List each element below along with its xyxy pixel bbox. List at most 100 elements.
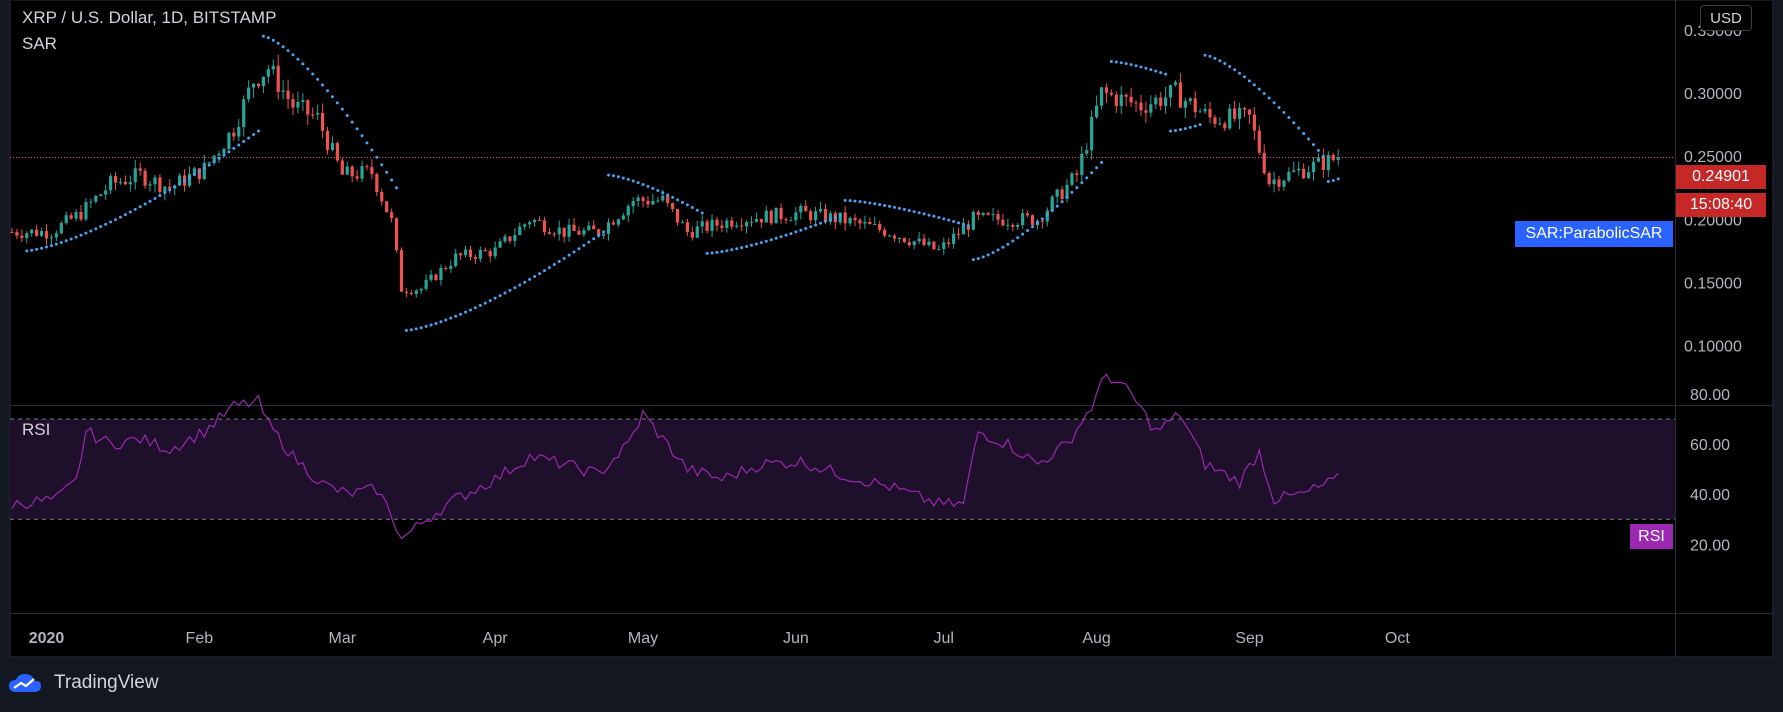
candle-body [79, 211, 83, 220]
candle-body [597, 229, 601, 236]
sar-dot [680, 200, 684, 204]
sar-dot [991, 251, 995, 255]
tradingview-logo[interactable]: TradingView [8, 672, 159, 694]
candle-body [823, 208, 828, 222]
sar-dot [187, 176, 191, 180]
sar-dot [774, 236, 778, 240]
candle-body [1267, 172, 1271, 185]
candle-body [473, 256, 478, 259]
candle-body [695, 226, 699, 238]
sar-dot [419, 326, 423, 330]
sar-dot [281, 45, 285, 49]
sar-dot [89, 229, 93, 233]
candle-body [804, 206, 808, 212]
candle-body [25, 233, 29, 238]
candle-body [774, 207, 778, 224]
candle-body [306, 100, 310, 115]
sar-dot [518, 283, 522, 287]
candle-body [1203, 109, 1207, 112]
sar-dot [897, 206, 901, 210]
candle-body [680, 222, 685, 224]
candle-body [468, 249, 473, 257]
candle-body [463, 249, 468, 256]
sar-dot [656, 189, 660, 193]
candle-body [547, 232, 551, 234]
sar-dot [1055, 204, 1059, 208]
symbol-title[interactable]: XRP / U.S. Dollar, 1D, BITSTAMP [22, 8, 277, 27]
candle-body [335, 143, 339, 161]
sar-dot [1080, 181, 1084, 185]
candle-body [138, 168, 142, 171]
candle-body [59, 223, 63, 234]
sar-dot [740, 246, 744, 250]
candle-body [227, 132, 231, 150]
sar-dot [143, 202, 147, 206]
sar-dot [1026, 229, 1030, 233]
sar-dot [557, 259, 561, 263]
sar-dot [587, 240, 591, 244]
sar-dot [153, 197, 157, 201]
sar-dot [197, 170, 201, 174]
candle-body [1149, 104, 1153, 113]
sar-dot [173, 185, 177, 189]
candle-body [217, 153, 221, 156]
sar-dot [547, 266, 551, 270]
candle-body [419, 288, 423, 291]
sar-dot [30, 248, 34, 252]
candle-body [104, 190, 108, 195]
candle-body [1060, 189, 1064, 199]
candle-body [1021, 213, 1025, 226]
sar-dot [661, 191, 665, 195]
sar-dot [631, 179, 635, 183]
sar-dot [493, 296, 497, 300]
sar-dot [1257, 87, 1261, 91]
sar-dot [252, 133, 256, 137]
sar-dot [40, 246, 44, 250]
candle-body [143, 170, 147, 186]
sar-dot [858, 200, 862, 204]
sar-dot [257, 129, 260, 133]
candle-body [89, 201, 93, 203]
candle-body [320, 113, 325, 131]
candle-body [399, 250, 404, 292]
rsi-band-fill [10, 419, 1675, 520]
candle-body [518, 226, 522, 236]
sar-dot [794, 230, 798, 234]
candle-body [1257, 130, 1261, 153]
candle-body [1242, 107, 1247, 110]
sar-dot [404, 328, 408, 332]
candle-body [1336, 157, 1340, 160]
candle-body [749, 221, 754, 223]
candle-body [503, 236, 507, 242]
sar-dot [1233, 68, 1237, 72]
sar-dot [109, 220, 113, 224]
rsi-indicator-label[interactable]: RSI [22, 420, 51, 439]
sar-dot [730, 248, 734, 252]
sar-indicator-label[interactable]: SAR [22, 34, 57, 53]
candle-body [878, 223, 882, 230]
candle-body [981, 212, 985, 215]
candle-body [44, 231, 49, 239]
sar-dot [503, 291, 507, 295]
sar-dot [183, 179, 187, 183]
sar-dot [242, 140, 246, 144]
price-pane-bg [10, 0, 1675, 405]
sar-dot [1021, 232, 1025, 236]
candle-body [611, 222, 616, 225]
sar-dot [784, 233, 788, 237]
sar-dot [64, 239, 68, 243]
sar-dot [976, 257, 980, 261]
candle-body [242, 99, 246, 127]
sar-dot [390, 178, 394, 182]
sar-dot [217, 157, 221, 161]
sar-dot [1154, 69, 1158, 73]
sar-dot [710, 251, 714, 255]
currency-button[interactable]: USD [1700, 5, 1752, 31]
candle-body [325, 130, 330, 150]
sar-dot [789, 232, 793, 236]
candle-body [1237, 107, 1242, 119]
candle-body [557, 227, 561, 235]
candle-body [572, 224, 576, 231]
candle-body [375, 174, 379, 193]
